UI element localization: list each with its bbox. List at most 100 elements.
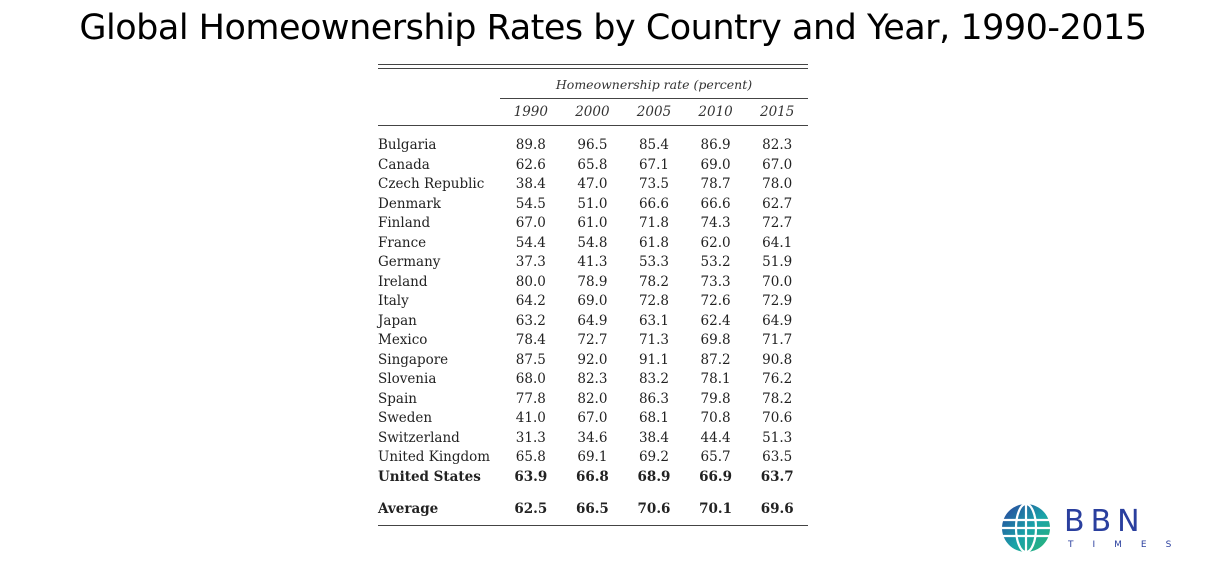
value-cell: 44.4: [700, 429, 731, 446]
value-cell: 69.1: [577, 449, 608, 465]
country-cell: Denmark: [378, 195, 441, 212]
globe-icon: [1002, 502, 1050, 554]
table-row: Italy 64.2 69.0 72.8 72.6 72.9: [378, 292, 808, 312]
value-cell: 73.5: [638, 176, 670, 192]
value-cell: 53.2: [700, 254, 731, 270]
value-cell: 72.6: [700, 293, 731, 309]
value-cell: 82.0: [577, 390, 608, 407]
country-header: [378, 99, 500, 126]
country-cell: Germany: [378, 254, 441, 270]
value-cell: 64.1: [762, 234, 793, 251]
value-cell: 69.0: [577, 293, 608, 309]
table-row: United Kingdom 65.8 69.1 69.2 65.7 63.5: [378, 448, 808, 468]
page-title: Global Homeownership Rates by Country an…: [79, 8, 1147, 48]
column-spanner: Homeownership rate (percent): [500, 69, 808, 99]
table-row: France 54.4 54.8 61.8 62.0 64.1: [378, 234, 808, 254]
value-cell: 68.1: [638, 410, 670, 426]
average-value-cell: 70.6: [637, 501, 671, 517]
value-cell: 53.3: [638, 254, 670, 270]
value-cell: 51.9: [762, 254, 793, 270]
table-spacer: [378, 126, 808, 137]
homeownership-table: Homeownership rate (percent) 1990 2000 2…: [378, 64, 808, 526]
value-cell: 70.6: [762, 410, 793, 426]
value-cell: 64.2: [515, 293, 546, 309]
value-cell: 54.5: [515, 195, 546, 212]
table-row: Czech Republic 38.4 47.0 73.5 78.7 78.0: [378, 175, 808, 195]
country-cell: Finland: [378, 215, 431, 231]
table-row: Slovenia 68.0 82.3 83.2 78.1 76.2: [378, 370, 808, 390]
value-cell: 69.2: [638, 449, 670, 465]
value-cell: 72.9: [762, 293, 793, 309]
value-cell: 67.0: [515, 215, 546, 231]
value-cell: 78.4: [515, 332, 546, 348]
value-cell: 54.8: [577, 234, 608, 251]
value-cell: 62.7: [762, 195, 793, 212]
value-cell: 92.0: [577, 351, 608, 368]
value-cell: 90.8: [762, 351, 793, 368]
value-cell: 91.1: [638, 351, 670, 368]
value-cell: 66.8: [575, 468, 609, 485]
country-cell: France: [378, 234, 427, 251]
value-cell: 63.9: [514, 468, 548, 485]
average-value-cell: 70.1: [699, 501, 733, 517]
value-cell: 31.3: [515, 429, 546, 446]
value-cell: 83.2: [638, 371, 670, 387]
value-cell: 82.3: [762, 137, 793, 153]
value-cell: 76.2: [762, 371, 793, 387]
value-cell: 72.8: [638, 293, 670, 309]
value-cell: 65.8: [515, 449, 546, 465]
data-table: 1990 2000 2005 2010 2015 Bulgaria 89.8 96.…: [378, 99, 808, 526]
value-cell: 87.5: [515, 351, 546, 368]
value-cell: 38.4: [638, 429, 670, 446]
table-row: Japan 63.2 64.9 63.1 62.4 64.9: [378, 312, 808, 332]
value-cell: 70.8: [700, 410, 731, 426]
year-header: 1990: [500, 99, 562, 126]
value-cell: 74.3: [700, 215, 731, 231]
value-cell: 51.3: [762, 429, 793, 446]
country-cell: United States: [378, 468, 481, 485]
value-cell: 68.0: [515, 371, 546, 387]
country-cell: Canada: [378, 156, 430, 173]
value-cell: 70.0: [762, 273, 793, 290]
table-row: Mexico 78.4 72.7 71.3 69.8 71.7: [378, 331, 808, 351]
value-cell: 86.3: [638, 390, 670, 407]
value-cell: 71.7: [762, 332, 793, 348]
country-cell: Ireland: [378, 273, 428, 290]
table-row: Canada 62.6 65.8 67.1 69.0 67.0: [378, 156, 808, 176]
value-cell: 78.9: [577, 273, 608, 290]
value-cell: 89.8: [515, 137, 546, 153]
table-row: Spain 77.8 82.0 86.3 79.8 78.2: [378, 390, 808, 410]
year-header: 2015: [746, 99, 808, 126]
table-row: Denmark 54.5 51.0 66.6 66.6 62.7: [378, 195, 808, 215]
value-cell: 80.0: [515, 273, 546, 290]
country-cell: Switzerland: [378, 429, 460, 446]
year-header: 2005: [623, 99, 685, 126]
value-cell: 63.5: [762, 449, 793, 465]
average-row: Average 62.5 66.5 70.6 70.1 69.6: [378, 499, 808, 519]
average-label: Average: [378, 501, 439, 517]
value-cell: 66.9: [699, 468, 733, 485]
average-value-cell: 62.5: [514, 501, 548, 517]
value-cell: 61.8: [638, 234, 670, 251]
value-cell: 71.3: [638, 332, 670, 348]
country-cell: Slovenia: [378, 371, 437, 387]
year-header-row: 1990 2000 2005 2010 2015: [378, 99, 808, 126]
value-cell: 64.9: [762, 312, 793, 329]
value-cell: 66.6: [700, 195, 731, 212]
value-cell: 34.6: [577, 429, 608, 446]
value-cell: 78.0: [762, 176, 793, 192]
value-cell: 69.0: [700, 156, 731, 173]
value-cell: 78.7: [700, 176, 731, 192]
value-cell: 67.0: [577, 410, 608, 426]
table-gap: [378, 487, 808, 499]
table-row: Bulgaria 89.8 96.5 85.4 86.9 82.3: [378, 136, 808, 156]
year-header: 2010: [684, 99, 747, 126]
country-cell: Singapore: [378, 351, 449, 368]
logo-wordmark: BBN: [1064, 504, 1146, 539]
value-cell: 79.8: [700, 390, 731, 407]
value-cell: 68.9: [637, 468, 671, 485]
value-cell: 61.0: [577, 215, 608, 231]
table-row: Germany 37.3 41.3 53.3 53.2 51.9: [378, 253, 808, 273]
bbn-times-logo: BBN TIMES: [998, 500, 1218, 560]
value-cell: 78.1: [700, 371, 731, 387]
